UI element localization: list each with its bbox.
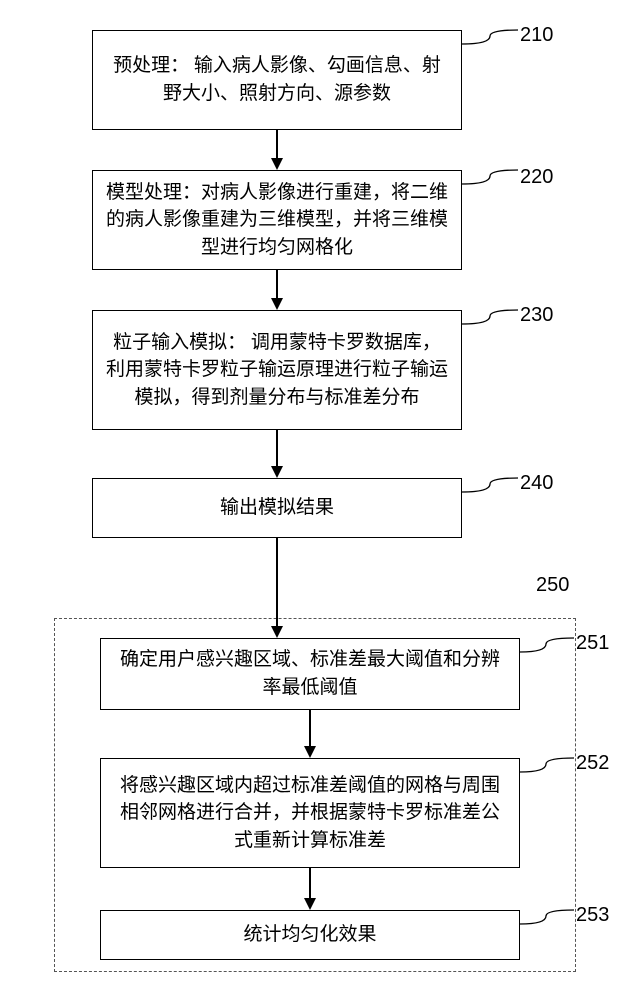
node-220-text: 模型处理：对病人影像进行重建，将二维的病人影像重建为三维模型，并将三维模型进行均… bbox=[105, 179, 449, 262]
node-230: 粒子输入模拟： 调用蒙特卡罗数据库，利用蒙特卡罗粒子输运原理进行粒子输运模拟，得… bbox=[92, 310, 462, 430]
node-253-text: 统计均匀化效果 bbox=[243, 921, 376, 949]
node-251-text: 确定用户感兴趣区域、标准差最大阈值和分辨率最低阈值 bbox=[113, 646, 507, 701]
node-252: 将感兴趣区域内超过标准差阈值的网格与周围相邻网格进行合并，并根据蒙特卡罗标准差公… bbox=[100, 758, 520, 868]
node-220: 模型处理：对病人影像进行重建，将二维的病人影像重建为三维模型，并将三维模型进行均… bbox=[92, 170, 462, 270]
label-252: 252 bbox=[576, 752, 609, 775]
label-253: 253 bbox=[576, 904, 609, 927]
label-210: 210 bbox=[520, 24, 553, 47]
node-240: 输出模拟结果 bbox=[92, 478, 462, 538]
node-230-text: 粒子输入模拟： 调用蒙特卡罗数据库，利用蒙特卡罗粒子输运原理进行粒子输运模拟，得… bbox=[105, 329, 449, 412]
node-251: 确定用户感兴趣区域、标准差最大阈值和分辨率最低阈值 bbox=[100, 638, 520, 710]
label-251: 251 bbox=[576, 632, 609, 655]
label-240: 240 bbox=[520, 472, 553, 495]
node-252-text: 将感兴趣区域内超过标准差阈值的网格与周围相邻网格进行合并，并根据蒙特卡罗标准差公… bbox=[113, 772, 507, 855]
label-230: 230 bbox=[520, 304, 553, 327]
label-220: 220 bbox=[520, 166, 553, 189]
node-253: 统计均匀化效果 bbox=[100, 910, 520, 960]
flowchart-canvas: 预处理： 输入病人影像、勾画信息、射野大小、照射方向、源参数 模型处理：对病人影… bbox=[0, 0, 636, 1000]
node-210: 预处理： 输入病人影像、勾画信息、射野大小、照射方向、源参数 bbox=[92, 30, 462, 130]
node-210-text: 预处理： 输入病人影像、勾画信息、射野大小、照射方向、源参数 bbox=[105, 52, 449, 107]
label-250: 250 bbox=[536, 574, 569, 597]
node-240-text: 输出模拟结果 bbox=[220, 494, 334, 522]
